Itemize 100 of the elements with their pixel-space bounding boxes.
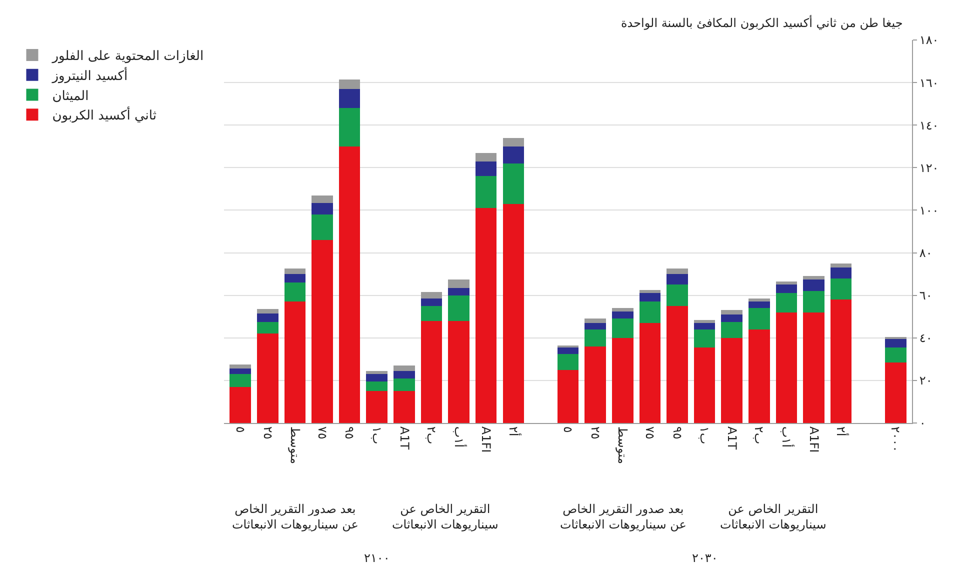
bar bbox=[776, 312, 798, 423]
bar bbox=[312, 240, 333, 423]
bar bbox=[612, 308, 634, 312]
bar bbox=[803, 291, 824, 312]
text: بعد صدور التقرير الخاص عن سيناريوهات الانبعاثات bbox=[560, 502, 686, 532]
x-tick-label: A1FI bbox=[479, 426, 494, 453]
bar bbox=[803, 312, 824, 423]
bar bbox=[803, 279, 824, 292]
text: ٢١٠٠ bbox=[364, 551, 390, 565]
bar bbox=[694, 347, 716, 423]
bar bbox=[230, 364, 252, 369]
x-tick-label: A1T bbox=[724, 426, 739, 450]
bar bbox=[612, 318, 634, 338]
bar bbox=[748, 298, 770, 302]
bar bbox=[475, 208, 497, 423]
bar bbox=[666, 306, 688, 423]
bar bbox=[257, 334, 278, 423]
bar bbox=[830, 278, 852, 300]
bar bbox=[748, 308, 770, 330]
x-tick-label: ٩٥ bbox=[670, 426, 684, 440]
x-tick-label: متوسط bbox=[616, 426, 630, 464]
bar bbox=[312, 202, 333, 214]
bar bbox=[230, 386, 252, 423]
x-tick-label: أ١ب bbox=[780, 426, 795, 448]
bar bbox=[502, 163, 524, 204]
bar bbox=[639, 322, 661, 423]
bar bbox=[721, 314, 742, 322]
x-tick-label: ب١ bbox=[698, 426, 712, 444]
bar bbox=[639, 293, 661, 302]
bar bbox=[394, 378, 415, 392]
bar bbox=[776, 293, 798, 312]
bar bbox=[420, 292, 442, 299]
bar bbox=[502, 204, 524, 423]
bar bbox=[284, 302, 306, 423]
x-tick-label: A1FI bbox=[806, 426, 821, 453]
y-tick-label: ٤٠ bbox=[919, 331, 932, 346]
bar bbox=[803, 276, 824, 280]
text: ٢٠٣٠ bbox=[692, 551, 718, 565]
bar bbox=[584, 346, 606, 423]
bar bbox=[420, 306, 442, 321]
bar bbox=[394, 391, 415, 423]
legend-label: ثاني أكسيد الكربون bbox=[52, 106, 157, 124]
bar bbox=[557, 347, 579, 354]
bar bbox=[502, 146, 524, 164]
bar bbox=[420, 320, 442, 423]
bar bbox=[394, 370, 415, 378]
y-tick-label: ١٨٠ bbox=[919, 33, 939, 48]
bar bbox=[639, 290, 661, 294]
bar bbox=[312, 214, 333, 240]
y-tick-label: ١٤٠ bbox=[919, 118, 939, 132]
bar bbox=[584, 318, 606, 323]
x-tick-label: ٧٥ bbox=[315, 426, 330, 440]
legend-label: أكسيد النيتروز bbox=[51, 66, 128, 84]
y-tick-label: ٨٠ bbox=[919, 246, 932, 260]
x-tick-label: أ٢ bbox=[506, 426, 522, 436]
bar bbox=[366, 374, 388, 382]
bar bbox=[557, 370, 579, 423]
bar bbox=[338, 79, 360, 89]
bar bbox=[748, 329, 770, 423]
bar bbox=[420, 298, 442, 306]
bar bbox=[584, 322, 606, 330]
bar bbox=[666, 284, 688, 306]
bar bbox=[394, 366, 415, 371]
bar bbox=[721, 338, 742, 423]
y-tick-label: ٢٠ bbox=[919, 374, 932, 388]
bar bbox=[475, 176, 497, 208]
bar bbox=[284, 268, 306, 274]
bar bbox=[776, 284, 798, 294]
bar bbox=[257, 322, 278, 334]
bar bbox=[338, 88, 360, 108]
text: بعد صدور التقرير الخاص عن سيناريوهات الانبعاثات bbox=[232, 502, 358, 532]
legend-label: الغازات المحتوية على الفلور bbox=[51, 49, 204, 64]
bar bbox=[694, 320, 716, 323]
bar bbox=[312, 195, 333, 203]
bar bbox=[284, 282, 306, 302]
bar bbox=[366, 382, 388, 392]
bar bbox=[366, 370, 388, 374]
x-tick-label: ٧٥ bbox=[643, 426, 657, 440]
bar bbox=[230, 374, 252, 387]
bar bbox=[694, 329, 716, 348]
bar bbox=[557, 354, 579, 370]
bar bbox=[612, 338, 634, 423]
bar bbox=[666, 274, 688, 285]
y-tick-label: ١٠٠ bbox=[919, 203, 939, 218]
bar bbox=[666, 268, 688, 274]
bar bbox=[721, 310, 742, 314]
text: التقرير الخاص عن سيناريوهات الانبعاثات bbox=[392, 502, 498, 532]
x-tick-label: ٢٥ bbox=[588, 426, 602, 440]
bar bbox=[884, 347, 906, 362]
legend-label: الميثان bbox=[52, 88, 89, 104]
bar bbox=[366, 391, 388, 423]
bar bbox=[639, 302, 661, 323]
x-tick-label: ٢٥ bbox=[260, 426, 275, 440]
x-tick-label: متوسط bbox=[288, 426, 302, 464]
bar bbox=[502, 138, 524, 146]
bar bbox=[475, 152, 497, 162]
bar bbox=[612, 311, 634, 319]
y-axis-title: جيغا طن من ثاني أكسيد الكربون المكافئ بالسنة الواحدة bbox=[621, 15, 903, 30]
x-tick-label: ب٢ bbox=[424, 426, 439, 444]
bar bbox=[884, 362, 906, 423]
